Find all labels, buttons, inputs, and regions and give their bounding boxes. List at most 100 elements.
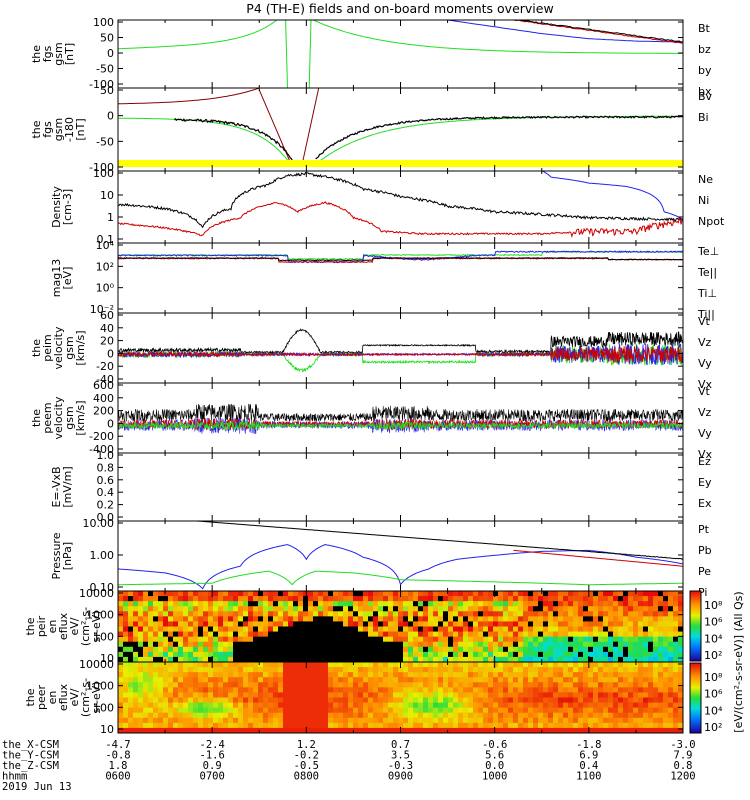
spectrogram-cell	[348, 727, 354, 733]
spectrogram-cell	[248, 651, 254, 658]
spectrogram-cell	[463, 672, 469, 678]
spectrogram-cell	[443, 591, 449, 597]
spectrogram-cell	[618, 616, 624, 623]
spectrogram-cell	[138, 672, 144, 678]
spectrogram-cell	[458, 606, 464, 612]
spectrogram-cell	[548, 636, 554, 643]
spectrogram-cell	[648, 687, 654, 694]
spectrogram-cell	[218, 717, 224, 724]
spectrogram-cell	[523, 717, 529, 724]
spectrogram-cell	[533, 677, 539, 683]
spectrogram-cell	[558, 667, 564, 673]
spectrogram-cell	[408, 692, 414, 699]
spectrogram-cell	[418, 636, 424, 643]
spectrogram-cell	[148, 677, 154, 683]
spectrogram-cell	[438, 712, 444, 719]
spectrogram-cell	[633, 651, 639, 658]
spectrogram-cell	[158, 707, 164, 714]
spectrogram-cell	[628, 667, 634, 673]
spectrogram-cell	[253, 717, 259, 724]
spectrogram-cell	[358, 616, 364, 623]
spectrogram-cell	[578, 611, 584, 617]
spectrogram-cell	[498, 591, 504, 597]
spectrogram-cell	[123, 697, 129, 704]
spectrogram-cell	[613, 677, 619, 683]
spectrogram-cell	[188, 697, 194, 704]
spectrogram-cell	[288, 692, 294, 699]
spectrogram-cell	[513, 596, 519, 602]
spectrogram-cell	[193, 636, 199, 643]
spectrogram-cell	[313, 722, 319, 729]
spectrogram-cell	[388, 722, 394, 729]
spectrogram-cell	[408, 631, 414, 638]
series-vz	[118, 345, 683, 363]
spectrogram-cell	[428, 727, 434, 733]
spectrogram-cell	[393, 631, 399, 638]
spectrogram-cell	[213, 712, 219, 719]
spectrogram-cell	[558, 722, 564, 729]
spectrogram-cell	[403, 601, 409, 607]
spectrogram-cell	[553, 722, 559, 729]
spectrogram-cell	[413, 667, 419, 673]
spectrogram-cell	[513, 626, 519, 633]
spectrogram-cell	[243, 662, 249, 668]
spectrogram-cell	[268, 712, 274, 719]
spectrogram-cell	[328, 636, 334, 643]
spectrogram-cell	[263, 656, 269, 662]
spectrogram-cell	[643, 621, 649, 628]
spectrogram-cell	[318, 727, 324, 733]
spectrogram-cell	[638, 646, 644, 653]
spectrogram-cell	[233, 677, 239, 683]
spectrogram-cell	[253, 712, 259, 719]
spectrogram-cell	[538, 677, 544, 683]
spectrogram-cell	[338, 621, 344, 628]
spectrogram-cell	[273, 611, 279, 617]
spectrogram-cell	[298, 672, 304, 678]
xaxis-date: 2019 Jun 13	[2, 781, 72, 793]
spectrogram-cell	[528, 616, 534, 623]
spectrogram-cell	[253, 656, 259, 662]
spectrogram-cell	[398, 596, 404, 602]
spectrogram-cell	[273, 631, 279, 638]
spectrogram-cell	[423, 667, 429, 673]
spectrogram-cell	[408, 682, 414, 688]
spectrogram-cell	[148, 712, 154, 719]
spectrogram-cell	[483, 606, 489, 612]
spectrogram-cell	[253, 616, 259, 623]
spectrogram-cell	[663, 667, 669, 673]
spectrogram-cell	[338, 641, 344, 648]
spectrogram-cell	[468, 662, 474, 668]
spectrogram-cell	[408, 697, 414, 704]
spectrogram-cell	[503, 616, 509, 623]
spectrogram-cell	[438, 631, 444, 638]
spectrogram-cell	[133, 687, 139, 694]
spectrogram-cell	[368, 692, 374, 699]
spectrogram-cell	[303, 697, 309, 704]
spectrogram-cell	[433, 641, 439, 648]
spectrogram-cell	[223, 601, 229, 607]
spectrogram-cell	[513, 662, 519, 668]
spectrogram-cell	[638, 697, 644, 704]
spectrogram-cell	[318, 717, 324, 724]
spectrogram-cell	[408, 702, 414, 709]
spectrogram-cell	[128, 697, 134, 704]
spectrogram-cell	[603, 712, 609, 719]
spectrogram-cell	[638, 596, 644, 602]
spectrogram-cell	[363, 651, 369, 658]
spectrogram-cell	[213, 616, 219, 623]
spectrogram-cell	[633, 596, 639, 602]
spectrogram-cell	[303, 626, 309, 633]
spectrogram-cell	[263, 662, 269, 668]
spectrogram-cell	[643, 646, 649, 653]
spectrogram-cell	[283, 646, 289, 653]
spectrogram-cell	[258, 656, 264, 662]
spectrogram-cell	[263, 651, 269, 658]
spectrogram-cell	[513, 722, 519, 729]
spectrogram-cell	[168, 722, 174, 729]
spectrogram-cell	[573, 636, 579, 643]
spectrogram-cell	[518, 641, 524, 648]
spectrogram-cell	[598, 697, 604, 704]
ylabel-line: E=-VxB	[50, 466, 63, 507]
spectrogram-cell	[213, 646, 219, 653]
spectrogram-cell	[473, 596, 479, 602]
